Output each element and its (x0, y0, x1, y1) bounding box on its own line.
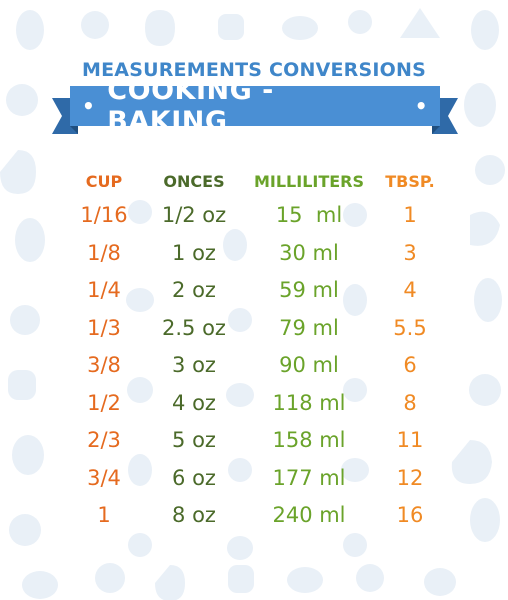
table-cell-ml: 240 ml (272, 503, 346, 527)
table-cell-ml: 177 ml (272, 465, 346, 490)
table-cell-onces: 1 oz (172, 240, 216, 265)
table-cell-cup: 1/2 (87, 390, 121, 415)
table-cell-cup: 1/4 (87, 278, 121, 302)
table-cell-onces: 8 oz (172, 503, 216, 527)
page-title: • COOKING - BAKING • (70, 75, 440, 137)
table-cell-cup: 1/8 (87, 240, 121, 265)
table-cell-onces: 3 oz (172, 353, 216, 377)
table-cell-onces: 6 oz (172, 465, 216, 490)
table-cell-cup: 1/3 (87, 315, 121, 340)
page-title-text: COOKING - BAKING (107, 75, 274, 137)
table-cell-tbsp: 16 (396, 503, 424, 527)
column-header-cup: CUP (85, 172, 123, 191)
table-cell-tbsp: 12 (396, 465, 424, 490)
table-cell-onces: 2.5 oz (162, 315, 226, 340)
table-cell-tbsp: 8 (403, 390, 417, 415)
table-cell-tbsp: 11 (396, 428, 424, 452)
table-cell-tbsp: 1 (403, 203, 417, 227)
table-cell-tbsp: 5.5 (393, 315, 427, 340)
table-cell-tbsp: 3 (403, 240, 417, 265)
column-header-onces: ONCES (163, 172, 225, 191)
bullet-left: • (82, 94, 96, 118)
table-cell-ml: 158 ml (272, 428, 346, 452)
table-cell-cup: 1/16 (80, 203, 128, 227)
table-cell-ml: 79 ml (279, 315, 339, 340)
table-cell-ml: 90 ml (279, 353, 339, 377)
column-header-ml: MILLILITERS (253, 172, 365, 191)
table-cell-onces: 2 oz (172, 278, 216, 302)
table-cell-ml: 59 ml (279, 278, 339, 302)
bullet-right: • (414, 94, 428, 118)
title-ribbon: • COOKING - BAKING • (52, 75, 458, 142)
table-cell-tbsp: 4 (403, 278, 417, 302)
table-cell-cup: 3/4 (87, 465, 121, 490)
table-cell-cup: 1 (97, 503, 111, 527)
table-cell-onces: 5 oz (172, 428, 216, 452)
ribbon-shape (52, 86, 458, 134)
table-cell-onces: 4 oz (172, 390, 216, 415)
page-subtitle: MEASUREMENTS CONVERSIONS (82, 59, 426, 81)
table-cell-ml: 15 ml (275, 203, 343, 227)
table-cell-cup: 2/3 (87, 428, 121, 452)
column-header-tbsp: TBSP. (385, 172, 435, 191)
table-cell-tbsp: 6 (403, 353, 417, 377)
table-cell-ml: 118 ml (272, 390, 346, 415)
table-cell-onces: 1/2 oz (161, 203, 227, 227)
table-cell-ml: 30 ml (279, 240, 339, 265)
table-cell-cup: 3/8 (87, 353, 121, 377)
